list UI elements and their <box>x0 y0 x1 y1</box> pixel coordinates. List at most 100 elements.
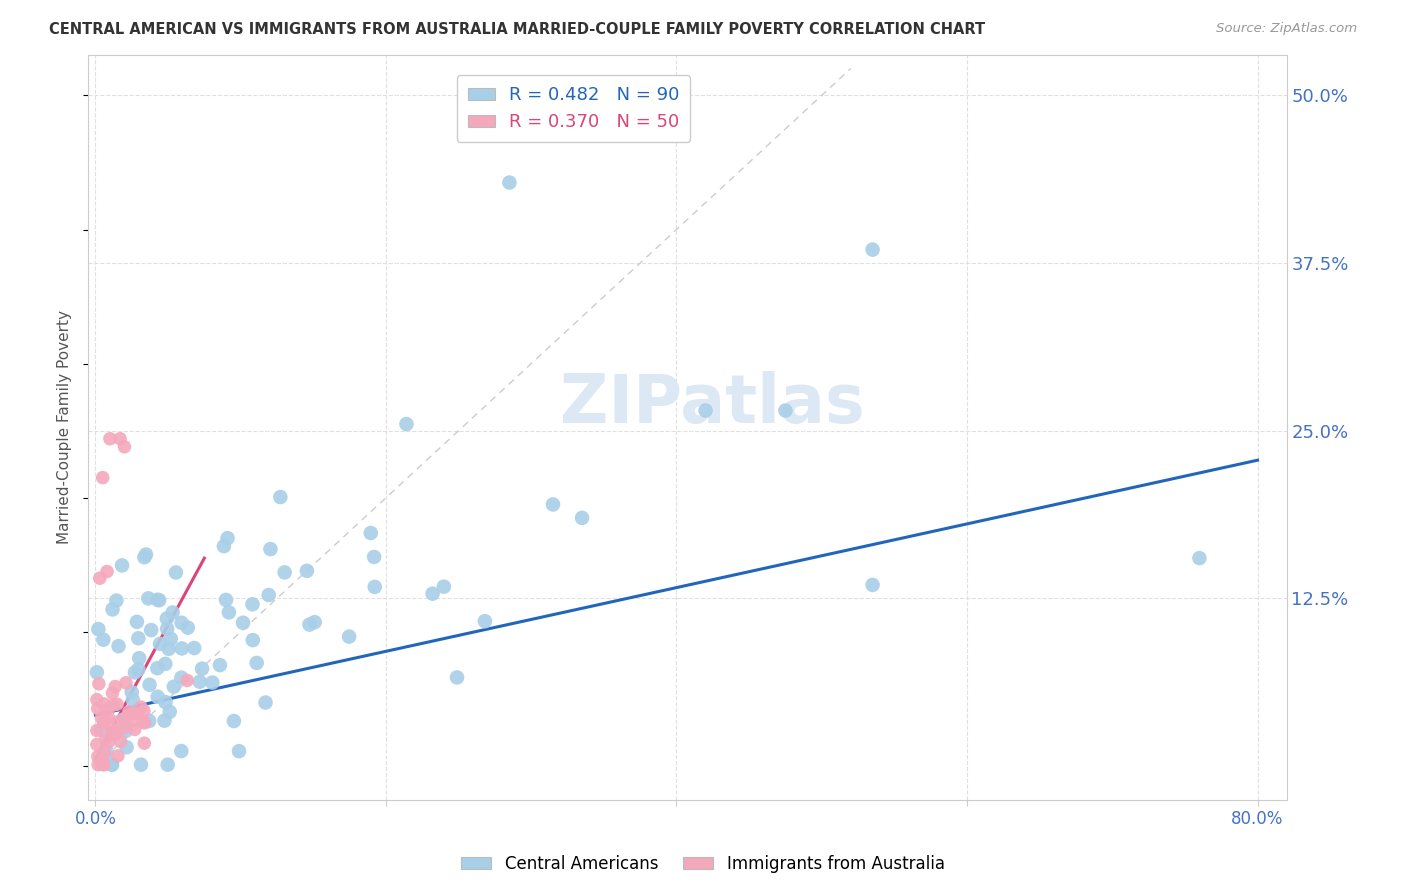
Point <box>474 614 496 628</box>
Point <box>775 403 797 417</box>
Point <box>115 675 138 690</box>
Point <box>101 757 124 772</box>
Point <box>93 715 115 730</box>
Text: Source: ZipAtlas.com: Source: ZipAtlas.com <box>1216 22 1357 36</box>
Point <box>134 550 156 565</box>
Point <box>118 705 141 719</box>
Point <box>364 580 387 594</box>
Point <box>96 745 118 759</box>
Point <box>114 723 136 738</box>
Point <box>862 243 884 257</box>
Point <box>86 723 108 738</box>
Point <box>170 671 193 685</box>
Point <box>138 591 160 606</box>
Point <box>108 432 131 446</box>
Point <box>104 680 127 694</box>
Point <box>93 757 115 772</box>
Point <box>422 587 444 601</box>
Point <box>101 602 124 616</box>
Point <box>105 697 128 711</box>
Point <box>183 640 205 655</box>
Point <box>295 564 318 578</box>
Point <box>201 675 224 690</box>
Point <box>138 714 160 728</box>
Point <box>269 490 291 504</box>
Point <box>121 685 143 699</box>
Point <box>446 670 468 684</box>
Point <box>156 622 179 636</box>
Point <box>122 714 145 728</box>
Point <box>156 611 179 625</box>
Point <box>127 632 149 646</box>
Legend: R = 0.482   N = 90, R = 0.370   N = 50: R = 0.482 N = 90, R = 0.370 N = 50 <box>457 75 690 142</box>
Point <box>176 673 198 688</box>
Legend: Central Americans, Immigrants from Australia: Central Americans, Immigrants from Austr… <box>454 848 952 880</box>
Point <box>121 706 143 721</box>
Point <box>94 732 117 747</box>
Point <box>217 531 239 545</box>
Y-axis label: Married-Couple Family Poverty: Married-Couple Family Poverty <box>58 310 72 544</box>
Point <box>124 665 146 680</box>
Text: ZIPatlas: ZIPatlas <box>561 371 865 437</box>
Point <box>107 748 129 763</box>
Point <box>259 542 281 557</box>
Point <box>146 690 169 704</box>
Point <box>105 724 128 739</box>
Point <box>87 749 110 764</box>
Point <box>132 714 155 729</box>
Point <box>111 558 134 573</box>
Point <box>96 703 118 717</box>
Point <box>215 593 238 607</box>
Point <box>363 549 385 564</box>
Point <box>170 744 193 758</box>
Point <box>273 566 295 580</box>
Point <box>125 706 148 721</box>
Point <box>103 698 125 712</box>
Point <box>86 738 108 752</box>
Point <box>91 757 114 772</box>
Point <box>160 632 183 646</box>
Point <box>254 696 277 710</box>
Point <box>148 593 170 607</box>
Point <box>298 617 321 632</box>
Point <box>695 403 717 417</box>
Point <box>107 714 129 729</box>
Point <box>97 709 120 723</box>
Point <box>208 658 231 673</box>
Text: CENTRAL AMERICAN VS IMMIGRANTS FROM AUSTRALIA MARRIED-COUPLE FAMILY POVERTY CORR: CENTRAL AMERICAN VS IMMIGRANTS FROM AUST… <box>49 22 986 37</box>
Point <box>498 176 520 190</box>
Point <box>162 606 184 620</box>
Point <box>89 571 111 585</box>
Point <box>153 714 176 728</box>
Point <box>232 615 254 630</box>
Point <box>105 593 128 607</box>
Point <box>115 712 138 726</box>
Point <box>246 656 269 670</box>
Point <box>100 757 122 772</box>
Point <box>360 526 382 541</box>
Point <box>103 727 125 741</box>
Point <box>93 632 115 647</box>
Point <box>146 661 169 675</box>
Point <box>112 721 135 735</box>
Point <box>90 711 112 725</box>
Point <box>228 744 250 758</box>
Point <box>395 417 418 431</box>
Point <box>222 714 245 728</box>
Point <box>101 725 124 739</box>
Point <box>1188 551 1211 566</box>
Point <box>155 695 177 709</box>
Point <box>112 713 135 727</box>
Point <box>94 713 117 727</box>
Point <box>87 677 110 691</box>
Point <box>86 692 108 706</box>
Point <box>141 623 163 637</box>
Point <box>90 723 112 737</box>
Point <box>122 693 145 707</box>
Point <box>541 498 564 512</box>
Point <box>146 592 169 607</box>
Point <box>124 723 146 737</box>
Point <box>304 615 326 629</box>
Point <box>156 757 179 772</box>
Point <box>90 752 112 766</box>
